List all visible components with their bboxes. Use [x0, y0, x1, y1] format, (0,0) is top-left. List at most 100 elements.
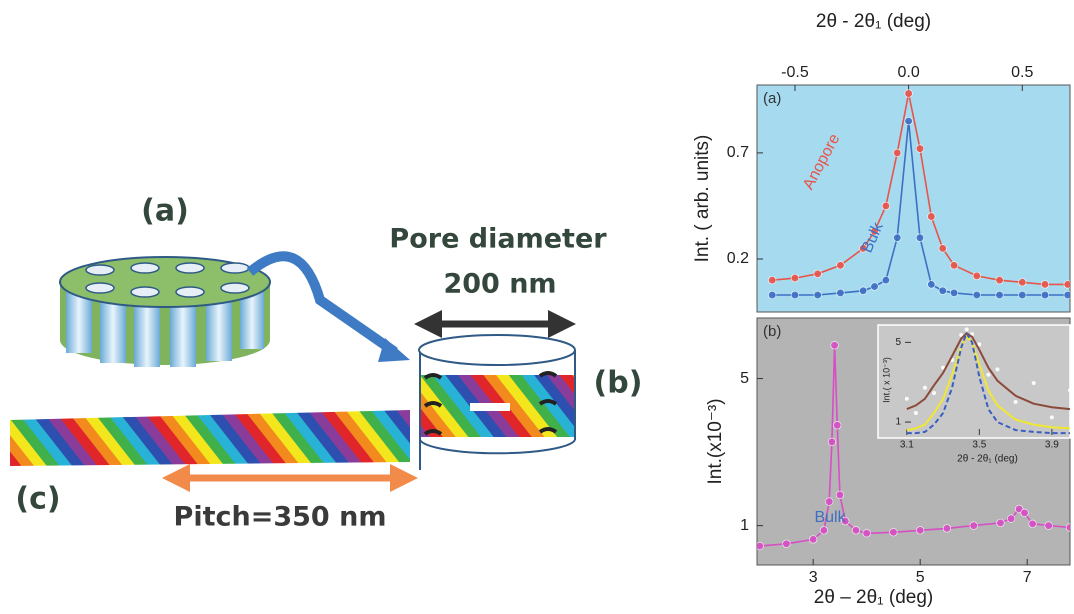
diagram-label: 200 nm	[443, 269, 556, 300]
data-point	[756, 542, 764, 550]
data-point	[950, 262, 958, 270]
y-tick-label: 1	[740, 517, 749, 534]
data-point	[996, 291, 1004, 299]
data-point	[1018, 291, 1026, 299]
data-point	[973, 272, 981, 280]
data-point	[923, 386, 927, 390]
data-point	[905, 90, 913, 98]
pore	[419, 335, 575, 470]
data-point	[1029, 520, 1037, 528]
data-point	[837, 289, 845, 297]
data-point	[928, 281, 936, 289]
figure: (a) Pore diameter 200 nm (b) (c) Pitch=3…	[0, 0, 1074, 614]
data-point	[852, 527, 860, 535]
x-tick-label: -0.5	[781, 64, 809, 81]
diagram-label: Pitch=350 nm	[174, 502, 387, 533]
membrane	[60, 257, 270, 367]
x-tick-label: 3.5	[972, 440, 986, 451]
data-point	[893, 234, 901, 242]
data-point	[1045, 522, 1053, 530]
data-point	[939, 287, 947, 295]
x-tick-label: 3	[809, 569, 818, 586]
y-tick-label: 0.7	[727, 144, 749, 161]
data-point	[914, 411, 918, 415]
data-point	[828, 438, 836, 446]
data-point	[995, 367, 999, 371]
data-point	[939, 245, 947, 253]
y-axis-label: Int. ( arb. units)	[692, 135, 713, 263]
data-point	[950, 289, 958, 297]
data-point	[916, 234, 924, 242]
data-point	[791, 274, 799, 282]
data-point	[1014, 400, 1018, 404]
x-axis-label: 2θ – 2θ₁ (deg)	[814, 587, 933, 608]
diagram-label: Pore diameter	[389, 224, 607, 255]
data-point	[837, 262, 845, 270]
data-point	[820, 527, 828, 535]
data-point	[882, 276, 890, 284]
data-point	[1041, 281, 1049, 289]
data-point	[973, 291, 981, 299]
y-axis-label: Int.( x 10⁻³)	[881, 357, 891, 403]
data-point	[863, 529, 871, 537]
data-point	[916, 527, 924, 535]
data-point	[1007, 515, 1015, 523]
data-point	[928, 213, 936, 221]
data-point	[1050, 415, 1054, 419]
data-point	[791, 291, 799, 299]
data-point	[859, 287, 867, 295]
x-tick-label: 5	[916, 569, 925, 586]
y-tick-label: 0.2	[727, 250, 749, 267]
panel-label: (b)	[763, 323, 781, 340]
data-point	[768, 276, 776, 284]
diagram: (a) Pore diameter 200 nm (b) (c) Pitch=3…	[10, 194, 642, 533]
data-point	[997, 519, 1005, 527]
x-tick-label: 0.5	[1011, 64, 1033, 81]
x-tick-label: 7	[1023, 569, 1032, 586]
x-axis-label: 2θ - 2θ₁ (deg)	[957, 454, 1018, 465]
data-point	[893, 149, 901, 157]
diagram-label: (a)	[141, 194, 189, 229]
data-point	[1041, 291, 1049, 299]
data-point	[890, 528, 898, 536]
data-point	[814, 291, 822, 299]
x-tick-label: 3.1	[900, 440, 914, 451]
data-point	[836, 491, 844, 499]
data-point	[986, 373, 990, 377]
x-tick-label: 0.0	[897, 64, 919, 81]
data-point	[932, 391, 936, 395]
helix-rod	[10, 410, 410, 466]
data-point	[1066, 524, 1074, 532]
x-axis-label: 2θ - 2θ₁ (deg)	[816, 11, 931, 32]
data-point	[809, 536, 817, 544]
data-point	[1068, 388, 1072, 392]
y-tick-label: 5	[895, 337, 901, 348]
data-point	[833, 421, 841, 429]
annotation: Bulk	[814, 509, 846, 526]
data-point	[814, 270, 822, 278]
data-point	[970, 522, 978, 530]
data-point	[1032, 381, 1036, 385]
data-point	[831, 341, 839, 349]
data-point	[905, 397, 909, 401]
data-point	[825, 498, 833, 506]
panel-label: (a)	[763, 90, 781, 107]
data-point	[905, 117, 913, 125]
chart-panel: -0.5 0.0 0.5 0.2 0.7 2θ - 2θ₁ (deg) Int. ( arb…	[692, 11, 1072, 312]
data-point	[943, 525, 951, 533]
y-tick-label: 1	[895, 417, 901, 428]
data-point	[1018, 278, 1026, 286]
diagram-label: (c)	[15, 482, 60, 517]
zoom-arrow	[250, 256, 395, 352]
data-point	[996, 276, 1004, 284]
data-point	[882, 202, 890, 210]
data-point	[1021, 509, 1029, 517]
data-point	[768, 291, 776, 299]
data-point	[916, 145, 924, 153]
y-tick-label: 5	[740, 370, 749, 387]
y-axis-label: Int.(x10⁻³)	[705, 398, 726, 484]
diagram-label: (b)	[594, 366, 643, 401]
data-point	[965, 327, 969, 331]
data-point	[871, 283, 879, 291]
x-tick-label: 3.9	[1045, 440, 1059, 451]
